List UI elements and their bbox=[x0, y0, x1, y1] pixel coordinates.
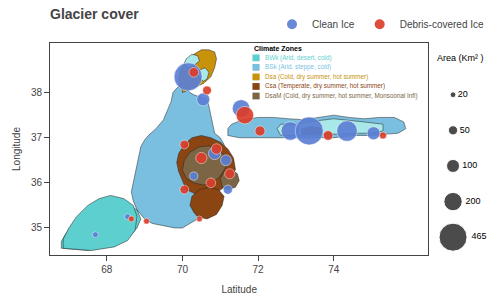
svg-text:200: 200 bbox=[466, 196, 481, 206]
svg-text:Longitude: Longitude bbox=[11, 127, 22, 171]
svg-text:37: 37 bbox=[31, 132, 43, 143]
svg-text:36: 36 bbox=[31, 177, 43, 188]
svg-text:20: 20 bbox=[458, 89, 468, 99]
svg-text:Area (Km² ): Area (Km² ) bbox=[437, 53, 484, 63]
svg-text:74: 74 bbox=[328, 264, 340, 275]
svg-text:BWk (Arid, desert, cold): BWk (Arid, desert, cold) bbox=[265, 54, 331, 62]
svg-text:Dsa (Cold, dry summer, hot sum: Dsa (Cold, dry summer, hot summer) bbox=[265, 73, 368, 81]
svg-text:Debris-covered Ice: Debris-covered Ice bbox=[400, 19, 484, 30]
svg-text:Glacier cover: Glacier cover bbox=[50, 6, 139, 22]
svg-text:Climate Zones: Climate Zones bbox=[254, 45, 302, 52]
svg-text:Clean Ice: Clean Ice bbox=[312, 19, 355, 30]
svg-text:50: 50 bbox=[460, 125, 470, 135]
svg-text:35: 35 bbox=[31, 222, 43, 233]
svg-text:100: 100 bbox=[462, 160, 477, 170]
svg-text:465: 465 bbox=[472, 231, 487, 241]
svg-text:Latitude: Latitude bbox=[221, 284, 257, 295]
svg-text:38: 38 bbox=[31, 87, 43, 98]
svg-text:Csa (Temperate, dry summer, ho: Csa (Temperate, dry summer, hot summer) bbox=[265, 82, 385, 90]
svg-text:BSk (Arid, steppe, cold): BSk (Arid, steppe, cold) bbox=[265, 63, 331, 71]
svg-text:68: 68 bbox=[101, 264, 113, 275]
svg-text:DsaM (Cold, dry summer, hot su: DsaM (Cold, dry summer, hot summer, Mons… bbox=[265, 92, 418, 100]
svg-text:70: 70 bbox=[177, 264, 189, 275]
svg-text:72: 72 bbox=[253, 264, 265, 275]
